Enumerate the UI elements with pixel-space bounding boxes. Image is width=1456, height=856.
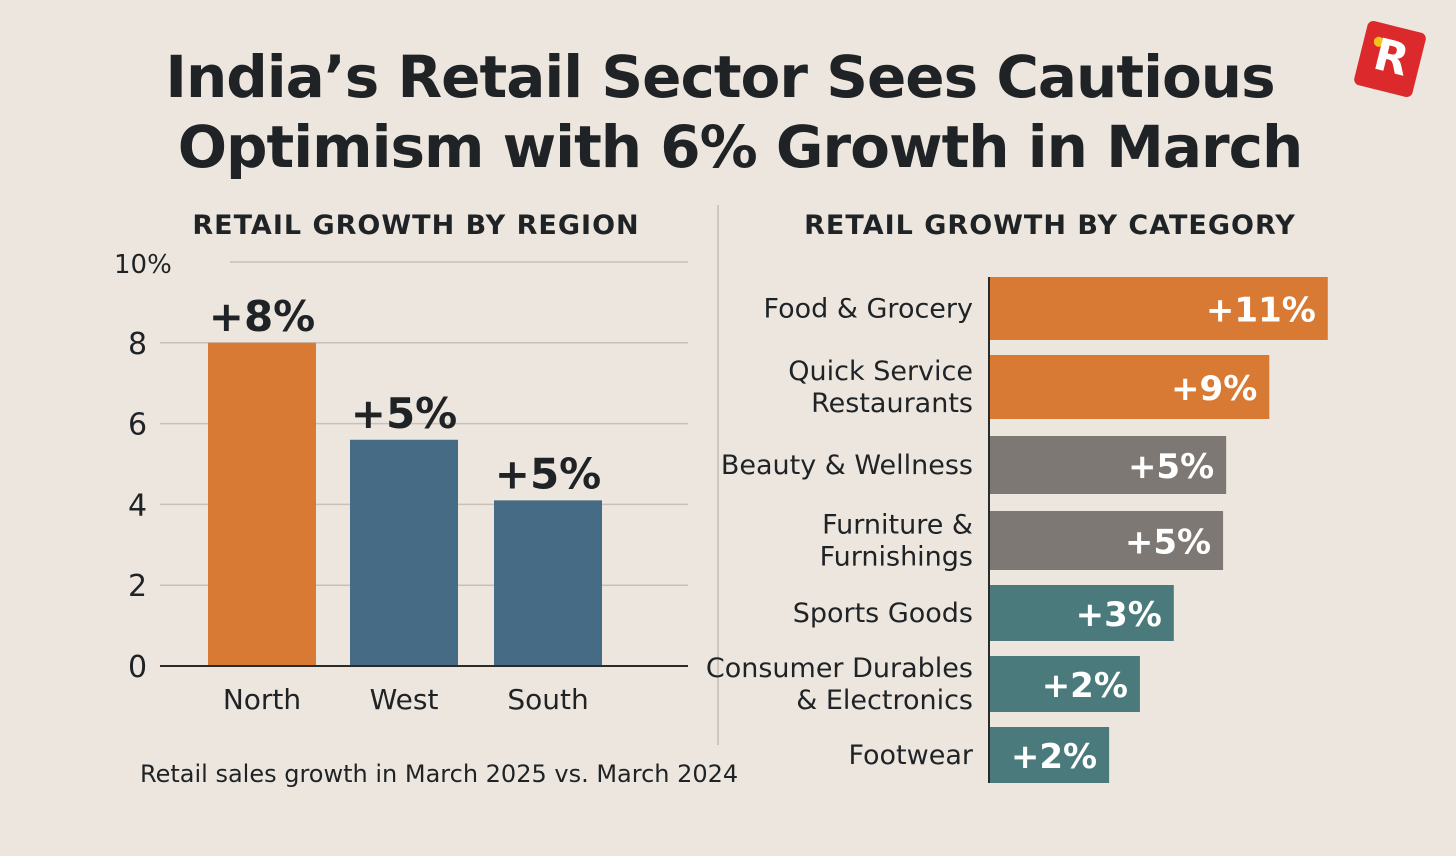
- category-label: Sports Goods: [793, 598, 973, 629]
- category-bar: [989, 656, 1140, 712]
- bar-north: [208, 342, 316, 666]
- title-line-1: India’s Retail Sector Sees Cautious: [165, 43, 1275, 111]
- data-label: +8%: [209, 292, 316, 341]
- category-label: Footwear: [848, 740, 973, 771]
- x-tick-label: South: [507, 683, 588, 716]
- region-chart-title: RETAIL GROWTH BY REGION: [192, 210, 639, 241]
- category-bar: [989, 727, 1110, 783]
- data-label: +3%: [1076, 595, 1162, 635]
- x-tick-label: West: [370, 683, 439, 716]
- category-label: & Electronics: [796, 685, 973, 716]
- data-label: +5%: [495, 449, 602, 498]
- y-tick-label: 2: [128, 569, 147, 604]
- category-bar: [989, 511, 1224, 570]
- category-label: Furniture &: [822, 510, 973, 541]
- bar-west: [350, 439, 458, 666]
- category-label: Food & Grocery: [764, 294, 973, 325]
- data-label: +5%: [351, 389, 458, 438]
- category-label: Furnishings: [820, 542, 973, 573]
- data-label: +11%: [1206, 291, 1316, 331]
- y-tick-label: 0: [128, 650, 147, 685]
- title-line-2: Optimism with 6% Growth in March: [177, 113, 1304, 181]
- x-tick-label: North: [223, 683, 301, 716]
- category-bar: [989, 436, 1227, 494]
- data-label: +9%: [1171, 369, 1257, 409]
- category-label: Beauty & Wellness: [721, 450, 973, 481]
- footnote: Retail sales growth in March 2025 vs. Ma…: [140, 760, 738, 788]
- category-bar: [989, 585, 1174, 641]
- data-label: +5%: [1125, 523, 1211, 563]
- y-tick-label: 10%: [114, 250, 172, 280]
- bar-south: [494, 500, 602, 666]
- data-label: +2%: [1042, 666, 1128, 706]
- data-label: +5%: [1128, 447, 1214, 487]
- data-label: +2%: [1011, 737, 1097, 777]
- y-tick-label: 8: [128, 327, 147, 362]
- category-bar: [989, 355, 1270, 419]
- category-chart-title: RETAIL GROWTH BY CATEGORY: [804, 210, 1296, 241]
- y-tick-label: 6: [128, 408, 147, 443]
- category-label: Consumer Durables: [706, 653, 973, 684]
- category-label: Quick Service: [788, 356, 973, 387]
- category-label: Restaurants: [811, 388, 973, 419]
- category-bar: [989, 277, 1328, 340]
- y-tick-label: 4: [128, 488, 147, 523]
